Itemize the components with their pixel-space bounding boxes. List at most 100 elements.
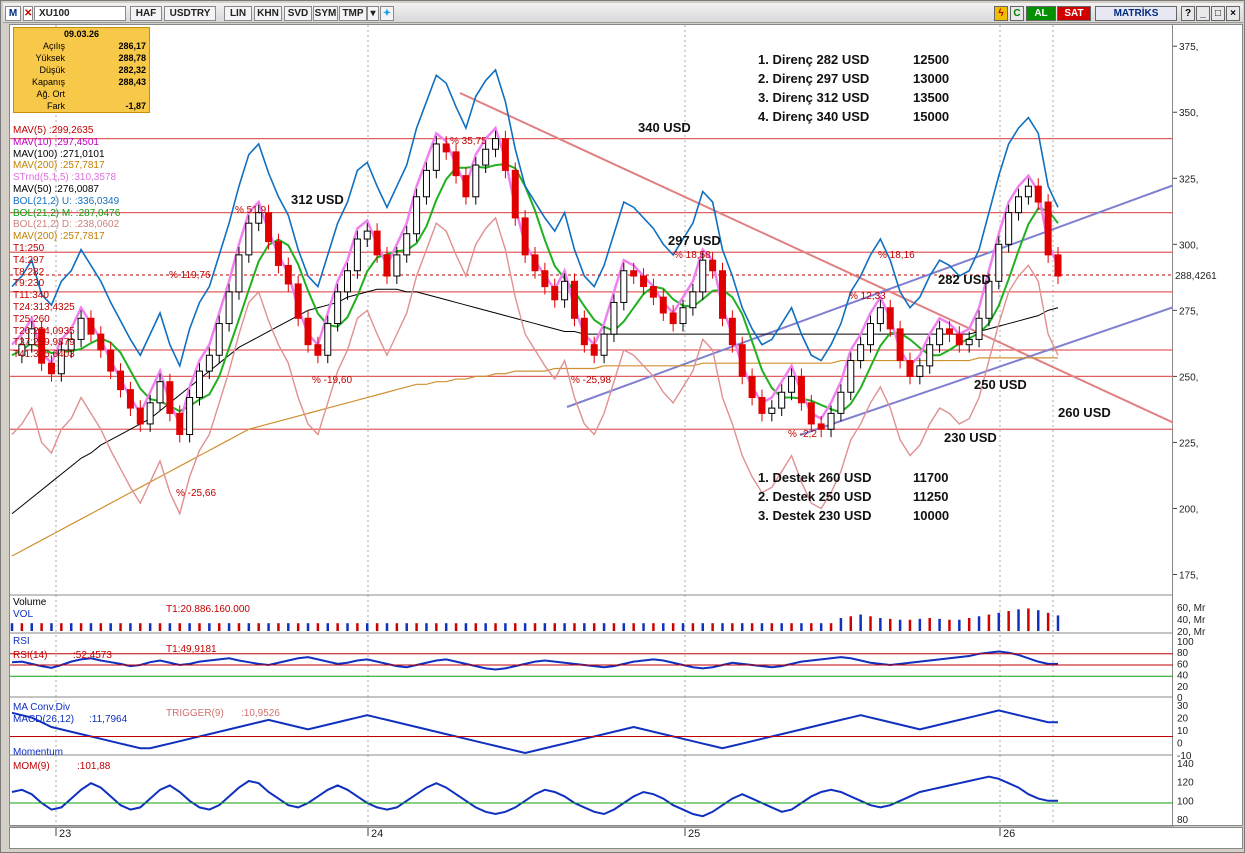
candle-body	[255, 212, 263, 224]
time-axis[interactable]: 23 24 25 26	[9, 827, 1243, 849]
candle-body	[797, 375, 805, 404]
candle-body	[77, 317, 85, 340]
candle-body	[1054, 254, 1062, 277]
indicator-legend-item: MAV(100) :271,0101	[13, 148, 105, 160]
buy-button[interactable]: AL	[1026, 6, 1056, 21]
rsi-name: RSI(14)	[13, 650, 48, 661]
info-row: Düşük 282,32	[39, 65, 146, 75]
sub-y-tick-label: 60, Mr	[1177, 603, 1206, 614]
indicator-legend-item: T9:230	[13, 278, 45, 290]
tmp-button[interactable]: TMP	[339, 6, 367, 21]
x-tick-label: 23	[59, 828, 71, 840]
chevron-down-icon[interactable]: ▾	[367, 6, 379, 21]
y-tick-label: 250,	[1179, 372, 1198, 383]
x-tick-label: 26	[1003, 828, 1015, 840]
candle-body	[304, 317, 312, 346]
candle-body	[1015, 196, 1023, 214]
resist-3: 3. Direnç 312 USD	[758, 90, 870, 105]
candle-body	[18, 344, 26, 356]
candle-body	[738, 344, 746, 377]
candle-body	[126, 389, 134, 409]
indicator-legend-item: T11:340	[13, 290, 49, 302]
candle-body	[225, 291, 233, 325]
candle-body	[403, 233, 411, 256]
sub-y-tick-label: 10	[1177, 726, 1189, 737]
mav200-line	[11, 357, 1058, 557]
sub-y-tick-label: 20, Mr	[1177, 627, 1206, 638]
indicator-legend-item: T25:260	[13, 313, 50, 325]
sub-y-tick-label: 120	[1177, 778, 1194, 789]
candle-body	[1034, 185, 1042, 203]
momentum-title: Momentum	[13, 747, 64, 758]
plot-area[interactable]	[9, 24, 1174, 827]
close-window-icon[interactable]: ×	[1226, 6, 1240, 21]
support-3: 3. Destek 230 USD	[758, 508, 872, 523]
vol-label: VOL	[13, 609, 34, 620]
help-icon[interactable]: ?	[1181, 6, 1195, 21]
maximize-icon[interactable]: □	[1211, 6, 1225, 21]
candle-body	[886, 307, 894, 330]
candle-body	[906, 360, 914, 377]
candle-body	[87, 317, 95, 335]
pct-label: % 51,9	[235, 205, 267, 216]
sub-y-tick-label: 40	[1177, 671, 1189, 682]
uptrend-line-lower	[799, 306, 1174, 436]
minimize-icon[interactable]: _	[1196, 6, 1210, 21]
candle-body	[778, 391, 786, 409]
level-250-label: 250 USD	[974, 377, 1027, 392]
candle-body	[620, 270, 628, 303]
lin-button[interactable]: LIN	[224, 6, 252, 21]
support-1-value: 11700	[913, 470, 949, 485]
time-axis-svg: 23 24 25 26	[55, 828, 1015, 840]
sym-button[interactable]: SYM	[313, 6, 338, 21]
c-button[interactable]: C	[1010, 6, 1024, 21]
candle-body	[501, 138, 509, 171]
info-row: Fark -1,87	[47, 101, 146, 111]
sell-button[interactable]: SAT	[1057, 6, 1091, 21]
candle-body	[580, 317, 588, 346]
sub-y-tick-label: 140	[1177, 759, 1194, 770]
candle-body	[274, 241, 282, 266]
level-282-label: 282 USD	[938, 272, 991, 287]
resist-4: 4. Direnç 340 USD	[758, 109, 870, 124]
candle-body	[965, 338, 973, 346]
close-icon[interactable]: ✕	[23, 6, 33, 21]
indicator-legend-item: T24:313,4325	[13, 302, 75, 313]
sub-y-tick-label: 100	[1177, 637, 1194, 648]
usdtry-button[interactable]: USDTRY	[164, 6, 216, 21]
candle-body	[709, 259, 717, 272]
indicator-legend-item: T1:250	[13, 243, 45, 254]
volume-title: Volume	[13, 597, 47, 608]
indicator-legend-item: T26:254,0935	[13, 325, 75, 337]
haf-button[interactable]: HAF	[130, 6, 162, 21]
candle-body	[245, 222, 253, 256]
bollinger-upper-line	[11, 68, 1059, 369]
candle-body	[945, 328, 953, 335]
indicator-legend-item: BOL(21,2) U: :336,0349	[13, 195, 120, 207]
candle-body	[413, 196, 421, 235]
lightning-icon[interactable]: ϟ	[994, 6, 1008, 21]
sub-y-tick-label: 20	[1177, 682, 1189, 693]
candle-body	[353, 238, 361, 272]
macd-title: MA Conv.Div	[13, 702, 71, 713]
candle-body	[748, 375, 756, 399]
rsi-value: :52,4573	[73, 650, 112, 661]
khn-button[interactable]: KHN	[254, 6, 282, 21]
level-340-label: 340 USD	[638, 120, 691, 135]
candle-body	[452, 151, 460, 177]
uptrend-line-upper	[566, 184, 1174, 408]
candle-body	[1005, 212, 1013, 245]
right-axis[interactable]: 375, 350, 325, 300, 275, 250, 225, 200, 175, 288,…	[1173, 24, 1243, 826]
pct-label: % 12,33	[849, 291, 886, 302]
candle-body	[995, 243, 1003, 282]
candle-body	[758, 397, 766, 414]
candle-body	[570, 280, 578, 319]
candle-body	[166, 381, 174, 414]
twitter-icon[interactable]: ✦	[380, 6, 394, 21]
pct-label: % 18,58	[674, 250, 711, 261]
trigger-value: :10,9526	[241, 708, 280, 719]
candle-body	[215, 323, 223, 356]
symbol-field[interactable]: XU100	[34, 6, 126, 21]
svd-button[interactable]: SVD	[284, 6, 312, 21]
